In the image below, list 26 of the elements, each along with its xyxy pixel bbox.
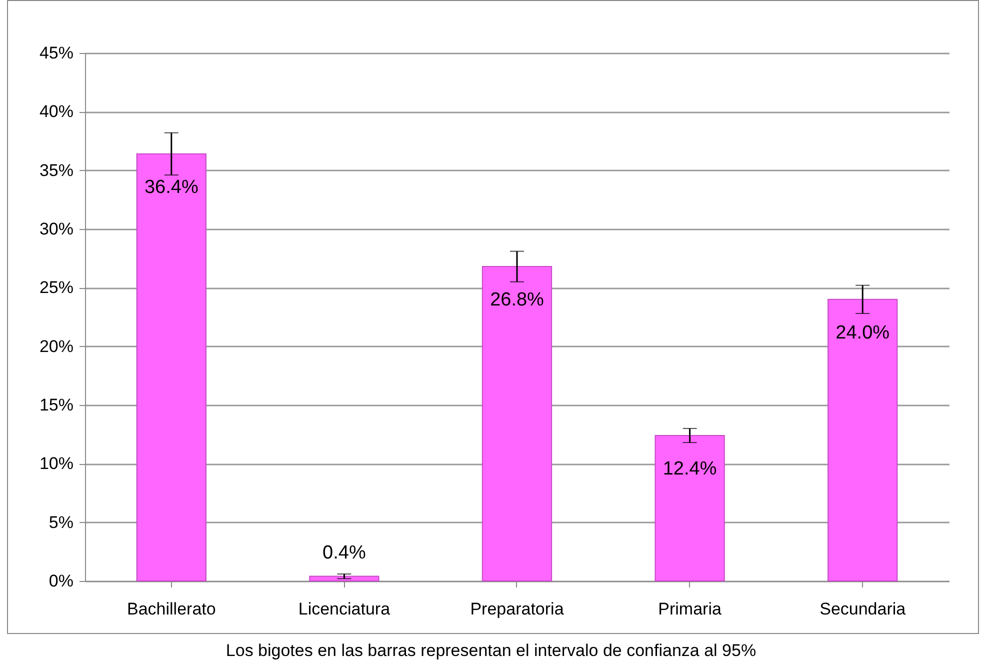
bar xyxy=(309,576,380,582)
y-tick-label: 35% xyxy=(39,160,74,180)
bar xyxy=(482,266,552,582)
x-tick-label: Licenciatura xyxy=(298,600,391,618)
data-label: 12.4% xyxy=(662,458,717,480)
x-tick-label: Preparatoria xyxy=(470,600,564,618)
data-label: 24.0% xyxy=(836,322,890,344)
x-tick-label: Secundaria xyxy=(820,600,906,618)
y-tick-label: 5% xyxy=(48,512,74,532)
y-tick-label: 0% xyxy=(48,572,74,590)
x-tick-label: Primaria xyxy=(658,600,722,618)
bar xyxy=(136,153,206,582)
data-label: 26.8% xyxy=(490,290,544,311)
y-tick-label: 15% xyxy=(39,396,74,414)
bar xyxy=(828,298,898,582)
text: Los bigotes en las barras representan el intervalo de confianza al 95% xyxy=(224,641,758,661)
y-tick-label: 25% xyxy=(39,278,74,298)
y-tick-label: 45% xyxy=(39,44,74,62)
y-tick-label: 20% xyxy=(39,336,74,356)
y-tick-label: 10% xyxy=(39,454,74,474)
x-tick-label: Bachillerato xyxy=(126,600,216,618)
y-tick-label: 30% xyxy=(39,220,74,238)
bar xyxy=(654,435,725,582)
data-label: 0.4% xyxy=(322,542,366,564)
data-label: 36.4% xyxy=(144,176,198,198)
y-tick-label: 40% xyxy=(39,102,74,122)
